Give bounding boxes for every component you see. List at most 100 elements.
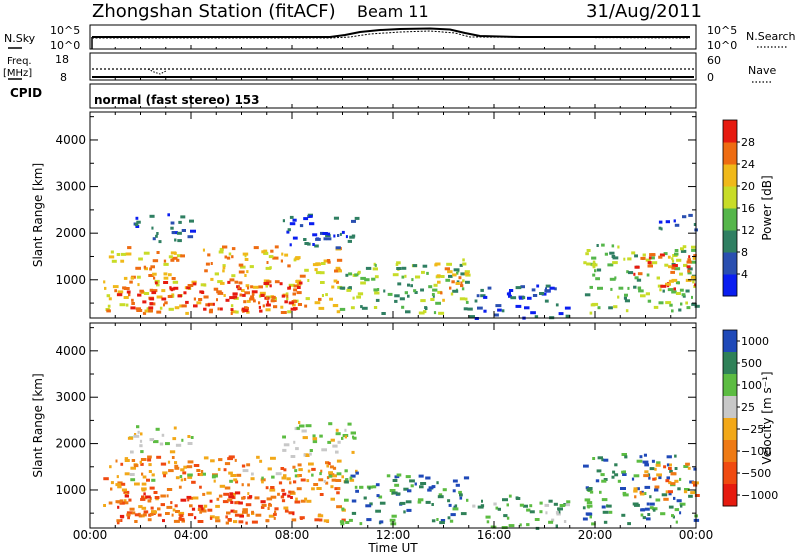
power-echo-cell xyxy=(591,263,598,267)
power-echo-cell xyxy=(156,283,160,287)
velocity-echo-cell xyxy=(312,434,316,438)
velocity-echo-cell xyxy=(452,489,456,493)
power-echo-cell xyxy=(349,235,355,239)
power-echo-cell xyxy=(625,309,629,313)
power-echo-cell xyxy=(332,304,338,308)
velocity-echo-cell xyxy=(666,463,670,467)
power-echo-cell xyxy=(608,306,613,310)
velocity-echo-cell xyxy=(674,479,679,483)
power-echo-cell xyxy=(167,213,170,217)
power-echo-region xyxy=(282,213,360,250)
power-echo-cell xyxy=(451,280,455,284)
power-echo-cell xyxy=(297,303,302,306)
velocity-echo-cell xyxy=(168,469,174,473)
velocity-echo-cell xyxy=(229,455,235,459)
power-echo-region xyxy=(238,280,272,313)
power-echo-cell xyxy=(111,259,117,263)
velocity-echo-cell xyxy=(486,520,490,524)
velocity-echo-cell xyxy=(261,476,264,480)
power-echo-cell xyxy=(333,234,336,238)
power-echo-cell xyxy=(244,258,249,261)
power-echo-cell xyxy=(586,262,591,266)
power-echo-cell xyxy=(274,245,279,249)
freq-unit-label: [MHz] xyxy=(3,68,32,79)
colorbar-swatch xyxy=(723,330,737,353)
velocity-echo-cell xyxy=(660,512,666,516)
power-echo-cell xyxy=(638,289,644,293)
velocity-echo-cell xyxy=(162,471,168,475)
power-echo-cell xyxy=(259,291,266,295)
velocity-echo-cell xyxy=(247,492,250,496)
power-echo-cell xyxy=(305,297,310,301)
power-echo-cell xyxy=(693,254,697,258)
velocity-echo-cell xyxy=(665,490,668,494)
velocity-echo-cell xyxy=(148,470,152,473)
velocity-echo-cell xyxy=(133,434,140,438)
velocity-echo-cell xyxy=(228,495,235,499)
power-echo-cell xyxy=(297,286,301,289)
velocity-panel-frame xyxy=(89,322,697,529)
power-echo-cell xyxy=(171,231,176,234)
power-echo-cell xyxy=(688,255,691,259)
power-echo-cell xyxy=(460,281,463,285)
y-tick-label: 2000 xyxy=(55,437,86,451)
power-echo-cell xyxy=(617,245,620,249)
power-echo-cell xyxy=(191,280,197,284)
velocity-echo-cell xyxy=(199,485,202,489)
velocity-echo-cell xyxy=(624,455,628,459)
power-echo-cell xyxy=(120,252,127,256)
power-echo-cell xyxy=(687,271,692,275)
power-echo-cell xyxy=(208,310,213,314)
power-panel: 1000 2000 3000 4000 Slant Range [km] xyxy=(31,111,700,320)
power-echo-cell xyxy=(136,275,141,279)
velocity-echo-cell xyxy=(389,489,396,492)
velocity-echo-cell xyxy=(592,457,596,460)
velocity-echo-cell xyxy=(355,469,358,473)
power-echo-cell xyxy=(295,279,302,283)
velocity-echo-cell xyxy=(460,512,467,516)
velocity-echo-cell xyxy=(325,461,330,465)
power-echo-cell xyxy=(592,265,596,269)
velocity-echo-cell xyxy=(654,488,659,492)
velocity-echo-cell xyxy=(119,482,126,486)
velocity-echo-cell xyxy=(302,436,308,440)
power-echo-cell xyxy=(251,290,258,294)
power-echo-cell xyxy=(196,301,202,305)
power-echo-cell xyxy=(591,256,597,260)
power-echo-cell xyxy=(450,292,454,296)
power-echo-cell xyxy=(318,306,325,310)
velocity-echo-cell xyxy=(394,475,398,479)
power-echo-cell xyxy=(682,215,687,219)
power-echo-cell xyxy=(658,301,664,305)
power-echo-cell xyxy=(595,277,600,281)
power-echo-cell xyxy=(501,309,505,313)
power-echo-cell xyxy=(679,272,683,276)
power-echo-cell xyxy=(401,266,407,270)
date-title: 31/Aug/2011 xyxy=(586,1,702,22)
power-echo-cell xyxy=(515,304,522,308)
velocity-echo-cell xyxy=(203,504,208,508)
power-echo-cell xyxy=(413,289,417,293)
velocity-echo-cell xyxy=(312,437,318,441)
velocity-echo-cell xyxy=(234,458,237,462)
velocity-echo-cell xyxy=(523,504,528,508)
power-colorbar: 4 8 12 16 20 24 28 Power [dB] xyxy=(722,119,774,297)
velocity-echo-cell xyxy=(620,487,626,490)
velocity-echo-cell xyxy=(234,491,241,495)
velocity-echo-cell xyxy=(589,490,594,494)
power-echo-cell xyxy=(168,307,174,311)
power-echo-cell xyxy=(360,305,363,309)
velocity-echo-cell xyxy=(133,464,139,468)
power-echo-cell xyxy=(148,274,154,277)
power-echo-cell xyxy=(627,257,632,261)
colorbar-tick-label: −100 xyxy=(741,445,771,458)
velocity-echo-cell xyxy=(250,477,255,481)
velocity-echo-cell xyxy=(140,458,147,461)
power-echo-cell xyxy=(361,306,368,310)
velocity-echo-cell xyxy=(281,499,286,503)
power-echo-cell xyxy=(271,295,276,299)
nsky-tick-bottom: 10^0 xyxy=(50,39,80,52)
velocity-echo-cell xyxy=(439,521,445,525)
velocity-echo-cell xyxy=(303,453,306,457)
velocity-echo-cell xyxy=(328,422,333,426)
